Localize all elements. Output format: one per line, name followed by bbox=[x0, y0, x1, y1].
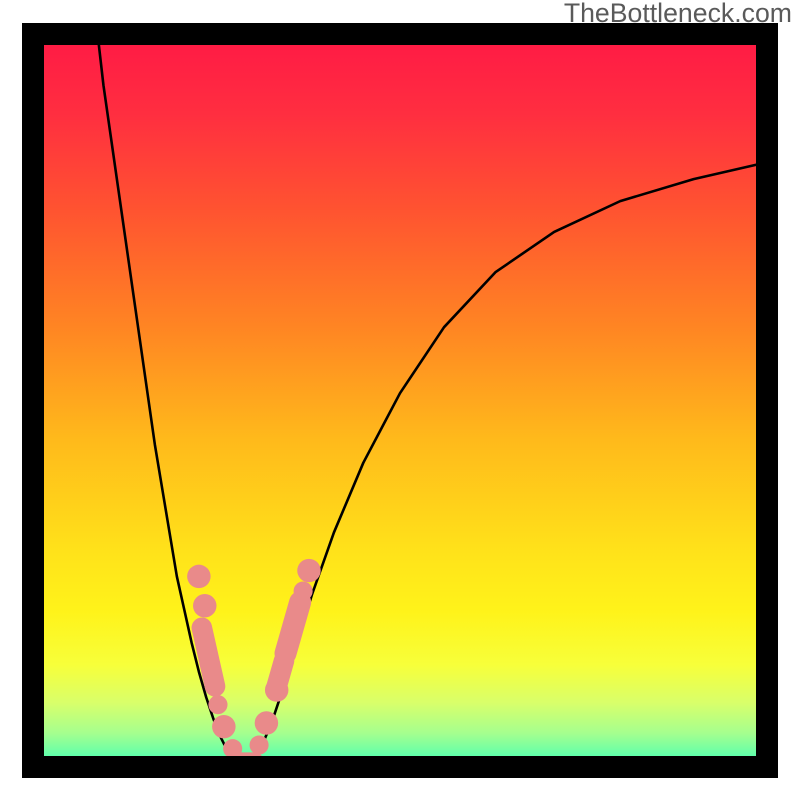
marker-dot bbox=[187, 565, 210, 588]
bottleneck-chart-svg bbox=[0, 0, 800, 800]
marker-pill bbox=[286, 602, 301, 653]
marker-dot bbox=[250, 735, 269, 754]
marker-dot bbox=[208, 695, 227, 714]
marker-dot bbox=[255, 711, 278, 734]
marker-dot bbox=[294, 582, 313, 601]
marker-dot bbox=[193, 594, 216, 617]
marker-dot bbox=[297, 559, 320, 582]
chart-container: TheBottleneck.com bbox=[0, 0, 800, 800]
marker-dot bbox=[212, 715, 235, 738]
marker-pill bbox=[202, 628, 215, 687]
marker-pill bbox=[277, 661, 284, 687]
gradient-background bbox=[22, 23, 778, 778]
